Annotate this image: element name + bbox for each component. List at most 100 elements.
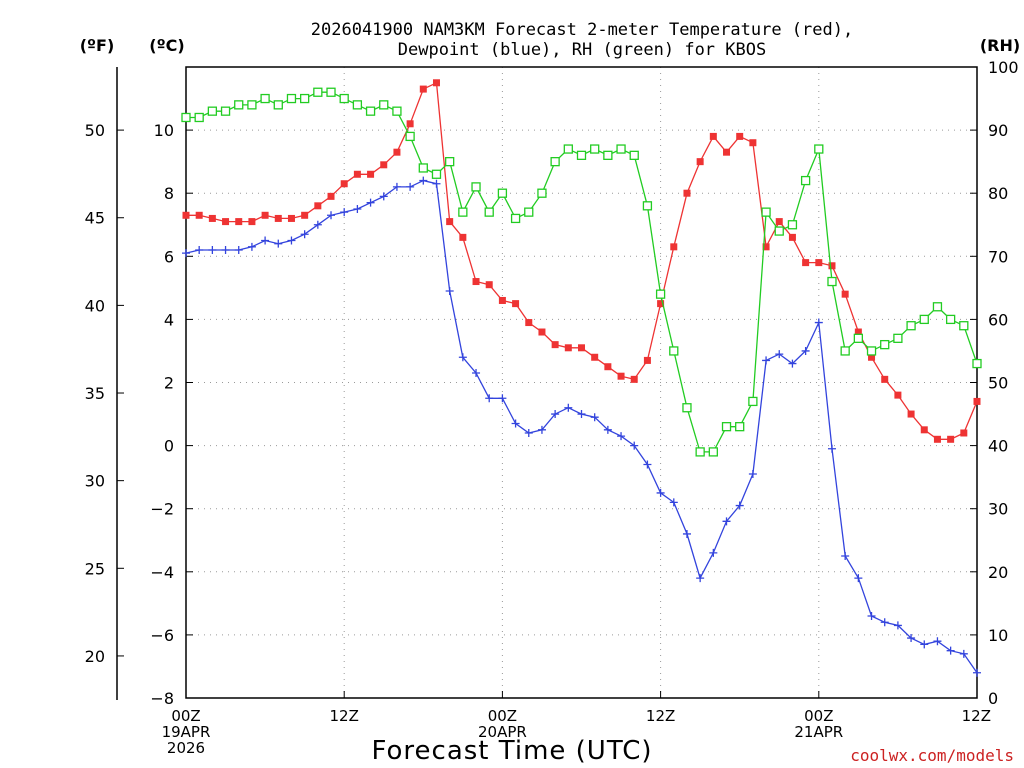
dewpoint-point <box>313 220 322 229</box>
rh-point <box>418 163 428 173</box>
rh-point <box>431 169 442 179</box>
rh-point <box>866 346 877 356</box>
celsius-tick-label: 8 <box>164 184 174 203</box>
rh-point <box>603 150 613 160</box>
rh-point <box>880 339 890 350</box>
rh-point <box>590 144 600 154</box>
rh-point <box>339 93 349 104</box>
dewpoint-point <box>907 634 916 643</box>
grid-lines <box>186 67 977 698</box>
fahrenheit-tick-label: 25 <box>85 559 105 578</box>
rh-tick-label: 60 <box>988 310 1008 329</box>
rh-point <box>735 422 745 432</box>
rh-point <box>299 93 310 104</box>
dewpoint-point <box>221 245 230 254</box>
rh-point <box>537 188 547 198</box>
rh-point <box>563 144 573 154</box>
rh-point <box>695 447 705 457</box>
dewpoint-point <box>208 245 217 254</box>
dewpoint-point <box>656 488 665 497</box>
rh-point <box>616 144 626 154</box>
temperature-point <box>907 410 915 418</box>
temperature-point <box>802 259 810 267</box>
temperature-point <box>749 139 757 147</box>
celsius-tick-label: −4 <box>150 563 174 582</box>
dewpoint-point <box>920 640 929 649</box>
fahrenheit-unit-label: (ºF) <box>80 36 115 55</box>
dewpoint-point <box>788 359 797 368</box>
rh-point <box>721 422 732 432</box>
rh-point <box>972 358 982 369</box>
temperature-point <box>723 148 731 156</box>
dewpoint-point <box>841 552 850 561</box>
rh-point <box>194 112 204 123</box>
rh-point <box>761 207 771 217</box>
rh-tick-label: 70 <box>988 247 1008 266</box>
temperature-point <box>498 296 506 304</box>
rh-point <box>853 333 863 343</box>
dewpoint-point <box>617 432 626 441</box>
rh-line <box>186 91 978 453</box>
rh-point <box>392 106 402 116</box>
dewpoint-point <box>247 242 256 251</box>
rh-point <box>181 112 191 123</box>
temperature-point <box>973 397 981 405</box>
temperature-point <box>854 328 862 336</box>
temperature-point <box>380 161 388 169</box>
temperature-point <box>301 211 309 219</box>
celsius-tick-label: 0 <box>164 437 174 456</box>
rh-point <box>313 87 323 97</box>
dewpoint-point <box>445 287 454 296</box>
fahrenheit-tick-label: 45 <box>85 209 105 228</box>
temperature-point <box>736 132 744 140</box>
rh-point <box>524 207 534 217</box>
fahrenheit-tick-label: 50 <box>85 121 105 140</box>
celsius-tick-label: 4 <box>164 310 174 329</box>
rh-point <box>260 93 270 104</box>
dewpoint-point <box>432 179 441 188</box>
rh-point <box>220 106 231 116</box>
fahrenheit-tick-label: 40 <box>85 296 105 315</box>
dewpoint-point <box>537 425 546 434</box>
rh-tick-label: 20 <box>988 563 1008 582</box>
x-tick-label: 12Z <box>646 707 675 725</box>
dewpoint-point <box>485 394 494 403</box>
rh-tick-label: 90 <box>988 121 1008 140</box>
dewpoint-point <box>946 646 955 655</box>
rh-point <box>365 106 376 116</box>
temperature-point <box>222 218 230 226</box>
dewpoint-point <box>182 249 190 258</box>
rh-point <box>405 131 415 142</box>
temperature-point <box>630 375 638 383</box>
temperature-point <box>314 202 322 210</box>
dewpoint-point <box>630 441 639 450</box>
temperature-point <box>696 158 704 166</box>
x-tick-label: 21APR <box>794 723 843 741</box>
dewpoint-point <box>748 469 757 478</box>
dewpoint-point <box>775 350 784 359</box>
dewpoint-point <box>590 413 599 422</box>
rh-point <box>748 396 758 407</box>
chart-title-line2: Dewpoint (blue), RH (green) for KBOS <box>398 40 766 60</box>
celsius-tick-label: 10 <box>154 121 174 140</box>
rh-point <box>814 144 824 154</box>
x-tick-label: 2026 <box>167 739 205 757</box>
dewpoint-point <box>933 637 942 646</box>
dewpoint-point <box>524 428 533 437</box>
temperature-point <box>446 218 454 226</box>
dewpoint-point <box>353 204 362 213</box>
dewpoint-point <box>379 192 388 201</box>
temperature-point <box>960 429 968 437</box>
rh-point <box>932 302 943 312</box>
dewpoint-point <box>735 501 744 510</box>
rh-point <box>800 175 811 186</box>
dewpoint-point <box>854 574 863 583</box>
dewpoint-point <box>603 425 612 434</box>
celsius-tick-label: 6 <box>164 247 174 266</box>
rh-point <box>207 106 218 116</box>
temperature-point <box>775 218 783 226</box>
x-tick-label: 12Z <box>330 707 359 725</box>
dewpoint-point <box>577 410 586 419</box>
rh-series <box>181 87 982 457</box>
